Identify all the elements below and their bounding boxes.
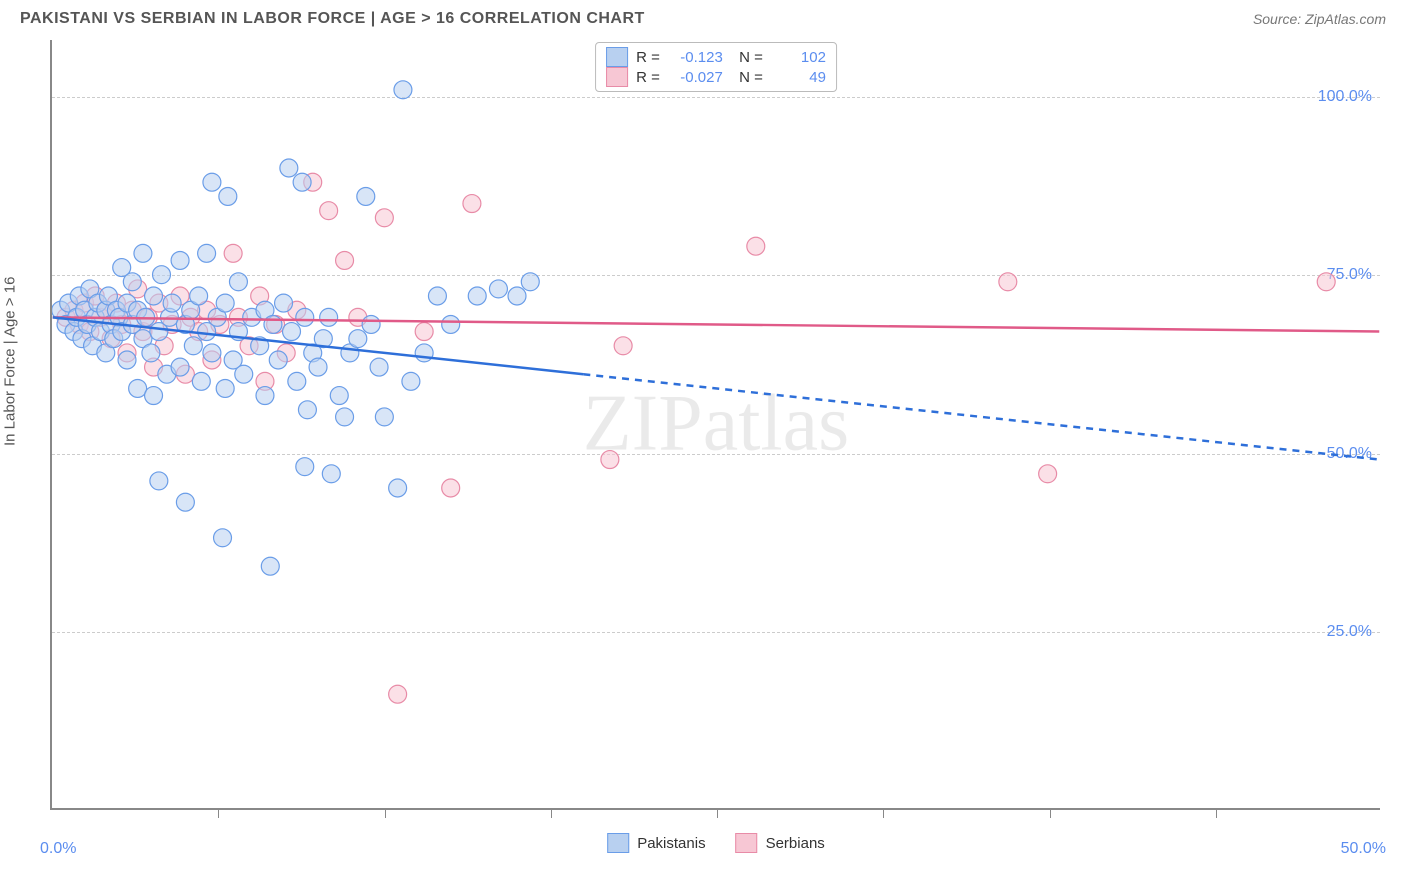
page-title: PAKISTANI VS SERBIAN IN LABOR FORCE | AG… [20, 10, 645, 28]
n-label: N = [731, 69, 763, 86]
r-label: R = [636, 49, 660, 66]
x-axis-min-label: 0.0% [40, 840, 76, 858]
scatter-chart: ZIPatlas R = -0.123 N = 102 R = -0.027 N… [50, 40, 1380, 810]
swatch-pakistani [606, 47, 628, 67]
legend-item-pakistani: Pakistanis [607, 833, 705, 853]
legend-item-serbian: Serbians [736, 833, 825, 853]
n-value-pakistani: 102 [771, 49, 826, 66]
legend-row-serbian: R = -0.027 N = 49 [606, 67, 826, 87]
swatch-serbian [606, 67, 628, 87]
r-value-pakistani: -0.123 [668, 49, 723, 66]
swatch-serbian-icon [736, 833, 758, 853]
legend-label-serbian: Serbians [766, 835, 825, 852]
series-legend: Pakistanis Serbians [607, 833, 825, 853]
legend-row-pakistani: R = -0.123 N = 102 [606, 47, 826, 67]
r-value-serbian: -0.027 [668, 69, 723, 86]
source-attribution: Source: ZipAtlas.com [1253, 11, 1386, 27]
x-axis-max-label: 50.0% [1341, 840, 1386, 858]
y-axis-label: In Labor Force | Age > 16 [2, 277, 19, 446]
n-label: N = [731, 49, 763, 66]
r-label: R = [636, 69, 660, 86]
n-value-serbian: 49 [771, 69, 826, 86]
legend-label-pakistani: Pakistanis [637, 835, 705, 852]
plot-svg [52, 40, 1380, 808]
swatch-pakistani-icon [607, 833, 629, 853]
correlation-legend: R = -0.123 N = 102 R = -0.027 N = 49 [595, 42, 837, 92]
